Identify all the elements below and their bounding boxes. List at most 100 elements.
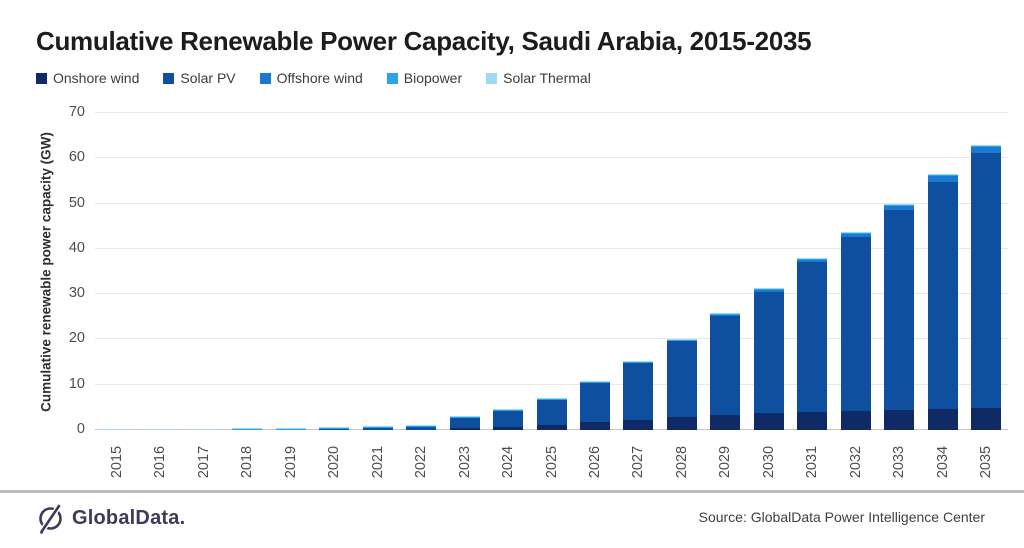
bar-segment-solar-pv	[927, 181, 958, 409]
bar-2016	[145, 429, 176, 430]
bar-2031	[797, 257, 828, 430]
globaldata-logo-icon	[36, 502, 65, 535]
bar-segment-offshore-wind	[797, 259, 828, 263]
bar-2022	[406, 425, 437, 430]
bar-segment-solar-thermal	[884, 203, 915, 205]
gridline-10	[95, 383, 1008, 385]
x-tick-label: 2023	[456, 445, 473, 479]
x-tick-label: 2019	[282, 445, 299, 479]
bar-2028	[666, 339, 697, 430]
bar-2015	[101, 429, 132, 430]
bar-2018	[232, 428, 263, 430]
bar-segment-biopower	[449, 416, 480, 418]
bar-segment-solar-thermal	[101, 429, 132, 430]
bar-segment-solar-thermal	[840, 231, 871, 233]
x-tick-label: 2021	[369, 445, 386, 479]
bar-segment-solar-pv	[797, 262, 828, 412]
bar-2023	[449, 415, 480, 430]
bar-segment-solar-pv	[710, 316, 741, 416]
gridline-40	[95, 247, 1008, 249]
bar-segment-offshore-wind	[927, 176, 958, 182]
bar-segment-biopower	[232, 429, 263, 430]
bar-segment-biopower	[797, 258, 828, 260]
bar-segment-biopower	[753, 288, 784, 290]
bar-segment-solar-pv	[406, 427, 437, 430]
bar-segment-solar-thermal	[449, 415, 480, 417]
bar-segment-solar-pv	[666, 341, 697, 418]
footer-divider	[0, 490, 1024, 493]
bar-segment-biopower	[971, 145, 1002, 147]
gridline-30	[95, 293, 1008, 295]
bar-segment-solar-thermal	[579, 381, 610, 383]
source-attribution: Source: GlobalData Power Intelligence Ce…	[698, 509, 985, 525]
legend-item-biopower: Biopower	[386, 70, 462, 86]
x-tick-label: 2025	[543, 445, 560, 479]
bar-segment-onshore-wind	[623, 420, 654, 430]
x-tick-label: 2018	[239, 445, 256, 479]
bar-2025	[536, 398, 567, 430]
bar-2033	[884, 203, 915, 430]
bar-segment-solar-pv	[971, 153, 1002, 409]
gridline-60	[95, 157, 1008, 159]
bar-segment-onshore-wind	[449, 428, 480, 430]
bar-segment-biopower	[493, 410, 524, 412]
bar-segment-onshore-wind	[971, 408, 1002, 430]
x-tick-label: 2022	[413, 445, 430, 479]
x-tick-label: 2024	[500, 445, 517, 479]
legend-swatch-icon	[163, 72, 175, 84]
bar-segment-biopower	[666, 340, 697, 342]
bar-segment-solar-pv	[319, 428, 350, 430]
bar-segment-onshore-wind	[710, 415, 741, 430]
legend-label: Solar Thermal	[503, 70, 591, 86]
y-tick-label: 40	[68, 239, 85, 256]
x-tick-label: 2020	[326, 445, 343, 479]
bar-segment-biopower	[406, 426, 437, 428]
x-tick-label: 2032	[847, 445, 864, 479]
bar-segment-biopower	[710, 314, 741, 316]
legend-label: Onshore wind	[53, 70, 140, 86]
bar-segment-onshore-wind	[493, 427, 524, 430]
legend-item-offshore-wind: Offshore wind	[259, 70, 363, 86]
bar-segment-offshore-wind	[753, 289, 784, 292]
bar-segment-solar-pv	[753, 291, 784, 414]
bar-2029	[710, 313, 741, 430]
y-tick-label: 30	[68, 285, 85, 302]
bar-segment-biopower	[319, 427, 350, 429]
bar-segment-onshore-wind	[536, 425, 567, 430]
bar-segment-solar-thermal	[797, 257, 828, 259]
bar-segment-solar-thermal	[971, 144, 1002, 146]
bar-segment-solar-thermal	[319, 426, 350, 428]
gridline-70	[95, 112, 1008, 113]
brand-name: GlobalData.	[72, 507, 186, 529]
legend-swatch-icon	[36, 72, 47, 84]
bar-segment-biopower	[927, 175, 958, 177]
bar-segment-onshore-wind	[927, 408, 958, 430]
legend-label: Solar PV	[180, 70, 236, 86]
y-tick-label: 50	[68, 194, 85, 211]
bar-segment-offshore-wind	[971, 146, 1002, 154]
bar-segment-solar-thermal	[710, 313, 741, 315]
bar-segment-onshore-wind	[797, 411, 828, 430]
bar-2020	[319, 426, 350, 430]
bar-segment-onshore-wind	[884, 409, 915, 430]
legend-swatch-icon	[259, 72, 271, 84]
bar-segment-solar-thermal	[753, 287, 784, 289]
y-axis-title: Cumulative renewable power capacity (GW)	[38, 131, 54, 412]
bar-2034	[927, 174, 958, 430]
x-tick-label: 2033	[891, 445, 908, 479]
y-tick-label: 20	[68, 330, 85, 347]
bar-segment-solar-pv	[493, 411, 524, 428]
bar-segment-solar-thermal	[145, 429, 176, 430]
bar-segment-solar-pv	[362, 427, 393, 430]
brand-lockup: GlobalData.	[36, 502, 185, 535]
bar-segment-offshore-wind	[884, 205, 915, 210]
bar-2035	[971, 144, 1002, 430]
bar-segment-solar-thermal	[493, 409, 524, 411]
y-tick-label: 0	[76, 421, 85, 437]
bar-segment-solar-thermal	[536, 398, 567, 400]
bar-segment-solar-pv	[449, 417, 480, 429]
legend-swatch-icon	[386, 72, 398, 84]
bar-2030	[753, 287, 784, 430]
